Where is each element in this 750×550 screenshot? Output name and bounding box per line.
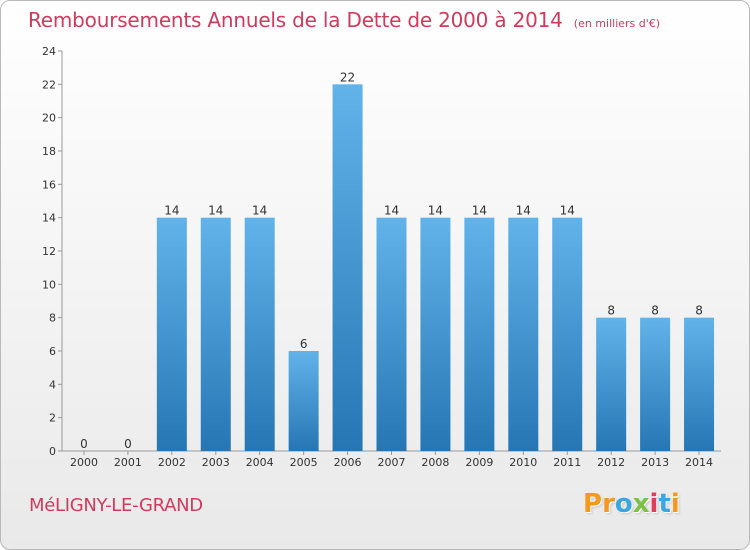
bar (508, 217, 539, 451)
logo-letter: x (632, 489, 650, 519)
chart-title: Remboursements Annuels de la Dette de 20… (28, 8, 660, 32)
bar (684, 317, 715, 451)
bar-value-label: 14 (164, 204, 179, 218)
data-labels: 0 0 14 14 14 6 22 14 14 14 14 14 8 8 8 (80, 70, 703, 451)
x-tick-label: 2002 (158, 456, 186, 469)
logo-letter: o (614, 489, 633, 519)
bars (156, 84, 715, 451)
bar-value-label: 14 (516, 204, 531, 218)
x-tick-label: 2006 (334, 456, 362, 469)
x-tick-label: 2000 (70, 456, 98, 469)
bar-value-label: 22 (340, 70, 355, 84)
y-tick-label: 22 (42, 78, 56, 91)
bar-value-label: 14 (208, 204, 223, 218)
y-tick-label: 18 (42, 145, 56, 158)
y-tick-label: 16 (42, 178, 56, 191)
bar (640, 317, 671, 451)
bar (288, 351, 319, 451)
y-tick-label: 6 (49, 345, 56, 358)
bar-value-label: 14 (428, 204, 443, 218)
bar (200, 217, 231, 451)
bar-value-label: 8 (695, 304, 703, 318)
y-tick-label: 12 (42, 245, 56, 258)
y-tick-label: 14 (42, 212, 56, 225)
title-text: Remboursements Annuels de la Dette de 20… (28, 8, 563, 32)
bar-value-label: 0 (124, 437, 132, 451)
y-tick-label: 0 (49, 445, 56, 458)
unit-text: (en milliers d'€) (573, 17, 661, 30)
proxiti-logo[interactable]: Proxiti (583, 489, 680, 519)
bar-value-label: 8 (607, 304, 615, 318)
x-tick-label: 2003 (202, 456, 230, 469)
bar (596, 317, 627, 451)
x-tick-label: 2013 (641, 456, 669, 469)
y-tick-label: 8 (49, 312, 56, 325)
bar (552, 217, 583, 451)
y-tick-label: 4 (49, 378, 56, 391)
logo-letter: t (658, 489, 671, 519)
x-tick-label: 2008 (421, 456, 449, 469)
commune-name: MéLIGNY-LE-GRAND (29, 495, 203, 516)
logo-letter: i (649, 489, 659, 519)
y-tick-label: 24 (42, 45, 56, 58)
x-tick-label: 2012 (597, 456, 625, 469)
x-tick-label: 2014 (685, 456, 713, 469)
logo-letter: i (670, 489, 680, 519)
bar-value-label: 14 (560, 204, 575, 218)
x-tick-label: 2009 (465, 456, 493, 469)
y-tick-label: 20 (42, 112, 56, 125)
x-tick-label: 2011 (553, 456, 581, 469)
x-tick-label: 2004 (246, 456, 274, 469)
bar (332, 84, 363, 451)
bar (156, 217, 187, 451)
logo-letter: r (602, 489, 615, 519)
bar (244, 217, 275, 451)
bar-value-label: 14 (252, 204, 267, 218)
x-tick-label: 2001 (114, 456, 142, 469)
bar-value-label: 14 (384, 204, 399, 218)
bar-value-label: 0 (80, 437, 88, 451)
x-tick-label: 2005 (290, 456, 318, 469)
y-tick-label: 10 (42, 278, 56, 291)
x-tick-label: 2010 (509, 456, 537, 469)
bar-value-label: 8 (651, 304, 659, 318)
bar (464, 217, 495, 451)
logo-letter: P (583, 489, 603, 519)
bar-value-label: 14 (472, 204, 487, 218)
bar (420, 217, 451, 451)
bar (376, 217, 407, 451)
y-tick-label: 2 (49, 412, 56, 425)
bar-value-label: 6 (300, 337, 308, 351)
x-tick-label: 2007 (378, 456, 406, 469)
